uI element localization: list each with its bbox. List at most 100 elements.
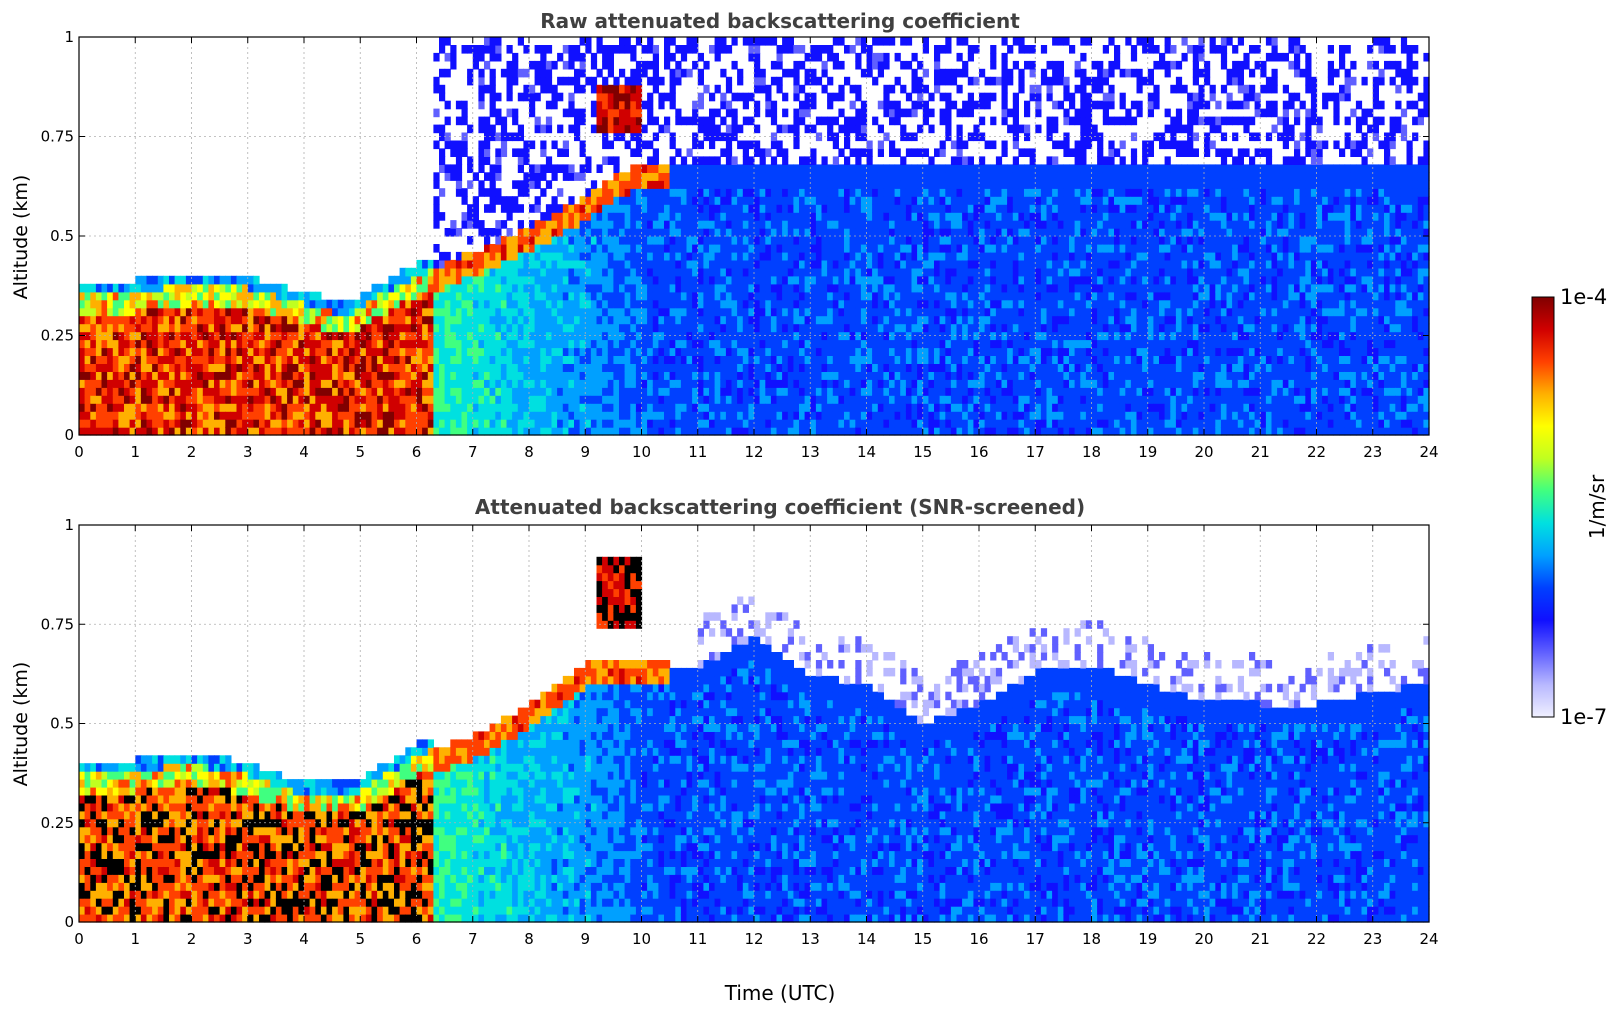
heatmap-cell	[945, 291, 952, 301]
heatmap-cell	[883, 427, 890, 436]
heatmap-cell	[315, 403, 322, 412]
heatmap-cell	[540, 379, 547, 388]
heatmap-cell	[844, 204, 851, 213]
heatmap-cell	[101, 315, 108, 325]
heatmap-cell	[703, 355, 710, 364]
heatmap-cell	[911, 283, 918, 293]
heatmap-cell	[624, 323, 631, 333]
heatmap-cell	[697, 315, 704, 325]
heatmap-cell	[703, 212, 710, 221]
heatmap-cell	[748, 403, 755, 412]
heatmap-cell	[793, 180, 800, 189]
heatmap-cell	[596, 251, 603, 261]
heatmap-cell	[562, 76, 569, 86]
heatmap-cell	[337, 363, 344, 372]
heatmap-cell	[877, 212, 884, 221]
heatmap-cell	[579, 116, 586, 126]
heatmap-cell	[568, 387, 575, 396]
heatmap-cell	[607, 156, 614, 165]
heatmap-cell	[354, 355, 361, 364]
heatmap-cell	[540, 403, 547, 412]
heatmap-cell	[832, 283, 839, 293]
heatmap-cell	[557, 395, 564, 404]
heatmap-cell	[866, 323, 873, 333]
heatmap-cell	[754, 204, 761, 213]
heatmap-cell	[720, 363, 727, 372]
heatmap-cell	[939, 108, 946, 118]
heatmap-cell	[326, 403, 333, 412]
heatmap-cell	[568, 331, 575, 341]
heatmap-cell	[602, 355, 609, 364]
heatmap-cell	[714, 228, 721, 237]
heatmap-cell	[500, 291, 508, 301]
heatmap-cell	[523, 291, 530, 301]
heatmap-cell	[855, 108, 862, 118]
heatmap-cell	[399, 331, 406, 341]
heatmap-cell	[765, 204, 772, 213]
heatmap-cell	[472, 379, 479, 388]
heatmap-cell	[298, 323, 305, 333]
heatmap-cell	[484, 37, 491, 46]
heatmap-cell	[309, 403, 316, 412]
heatmap-cell	[84, 387, 91, 396]
heatmap-cell	[866, 228, 873, 237]
heatmap-cell	[939, 236, 946, 245]
heatmap-cell	[737, 251, 744, 261]
heatmap-cell	[641, 411, 648, 420]
heatmap-cell	[911, 299, 918, 309]
heatmap-cell	[140, 299, 148, 309]
heatmap-cell	[838, 339, 845, 349]
heatmap-cell	[619, 323, 626, 333]
heatmap-cell	[754, 419, 761, 428]
heatmap-cell	[602, 236, 609, 245]
heatmap-cell	[900, 204, 907, 213]
heatmap-cell	[759, 387, 766, 396]
heatmap-cell	[152, 379, 159, 388]
heatmap-cell	[534, 172, 541, 181]
heatmap-cell	[877, 204, 884, 213]
heatmap-cell	[860, 267, 868, 277]
heatmap-cell	[382, 387, 389, 396]
heatmap-cell	[725, 188, 733, 197]
heatmap-cell	[945, 379, 952, 388]
heatmap-cell	[275, 339, 283, 349]
heatmap-cell	[585, 403, 592, 412]
heatmap-cell	[388, 419, 395, 428]
heatmap-cell	[472, 45, 479, 54]
heatmap-cell	[652, 84, 659, 94]
heatmap-cell	[410, 355, 418, 364]
heatmap-cell	[635, 371, 643, 380]
heatmap-cell	[298, 315, 305, 325]
heatmap-cell	[287, 315, 294, 325]
heatmap-cell	[478, 68, 485, 78]
heatmap-cell	[557, 371, 564, 380]
heatmap-cell	[579, 204, 586, 213]
heatmap-cell	[332, 379, 339, 388]
heatmap-cell	[118, 371, 125, 380]
heatmap-cell	[658, 259, 665, 269]
heatmap-cell	[512, 395, 519, 404]
heatmap-cell	[478, 180, 485, 189]
heatmap-cell	[540, 259, 547, 269]
heatmap-cell	[810, 403, 817, 412]
heatmap-cell	[197, 371, 204, 380]
heatmap-cell	[444, 299, 451, 309]
heatmap-cell	[793, 116, 800, 126]
heatmap-cell	[675, 236, 682, 245]
heatmap-cell	[624, 379, 631, 388]
heatmap-cell	[163, 387, 170, 396]
heatmap-cell	[866, 204, 873, 213]
heatmap-cell	[602, 45, 609, 54]
heatmap-cell	[765, 244, 772, 253]
heatmap-cell	[489, 180, 496, 189]
heatmap-cell	[236, 315, 243, 325]
heatmap-cell	[754, 283, 761, 293]
heatmap-cell	[720, 196, 727, 205]
heatmap-cell	[596, 395, 603, 404]
heatmap-cell	[889, 116, 896, 126]
heatmap-cell	[467, 411, 474, 420]
heatmap-cell	[883, 307, 890, 317]
heatmap-cell	[146, 299, 153, 309]
heatmap-cell	[377, 411, 384, 420]
heatmap-cell	[197, 283, 204, 293]
